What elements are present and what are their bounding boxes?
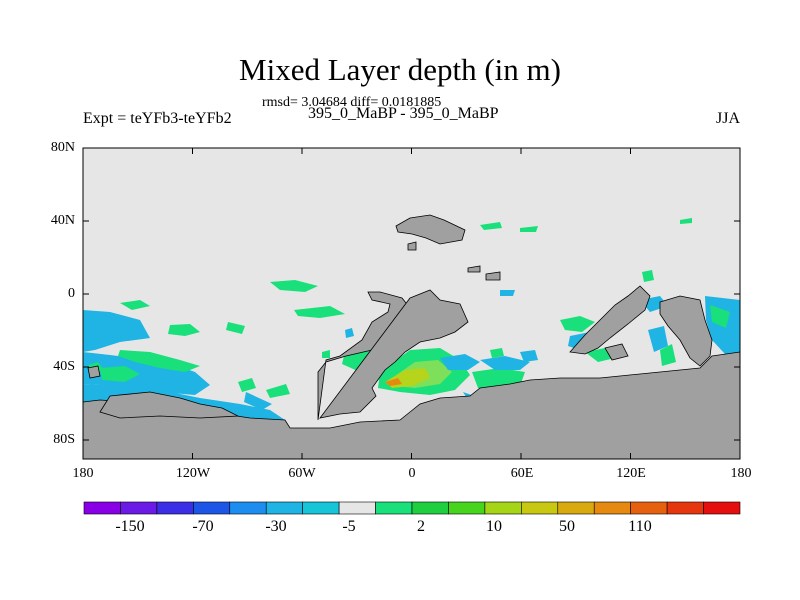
colorbar-swatch [593, 501, 631, 515]
x-tick-label: 180 [730, 466, 752, 481]
colorbar-swatch [156, 501, 194, 515]
colorbar-label: 10 [486, 518, 502, 535]
anomaly-patch [345, 328, 354, 338]
land-mass [569, 285, 651, 355]
anomaly-patch [322, 350, 330, 358]
map-content [83, 214, 740, 459]
anomaly-patch [560, 316, 595, 332]
colorbar-swatch [484, 501, 522, 515]
anomaly-patch [83, 310, 150, 352]
land-mass [467, 265, 481, 273]
colorbar-swatch [229, 501, 267, 515]
y-tick-label: 0 [68, 286, 75, 301]
anomaly-patch [680, 218, 692, 224]
land-mass [99, 391, 240, 419]
colorbar-swatch [630, 501, 668, 515]
colorbar-label: -70 [192, 518, 214, 535]
anomaly-patch [266, 384, 290, 398]
anomaly-patch [83, 352, 210, 395]
x-tick-label: 120E [616, 466, 646, 481]
colorbar-label: 50 [559, 518, 575, 535]
anomaly-patch [648, 326, 668, 352]
colorbar-swatch [557, 501, 595, 515]
anomaly-patch [168, 324, 200, 336]
land-mass [395, 214, 466, 245]
land-mass [485, 271, 501, 281]
colorbar-swatch [265, 501, 303, 515]
colorbar-swatch [120, 501, 158, 515]
x-tick-label: 120W [175, 466, 211, 481]
map-title: Mixed Layer depth (in m) [239, 52, 561, 87]
anomaly-patch [480, 356, 530, 370]
experiment-label: Expt = teYFb3-teYFb2 [83, 110, 232, 127]
land-mass [83, 351, 740, 459]
colorbar-label: -30 [265, 518, 287, 535]
x-tick-label: 60W [288, 466, 316, 481]
colorbar-label: 110 [628, 518, 652, 535]
anomaly-patch [520, 226, 538, 232]
anomaly-patch [120, 300, 150, 310]
land-mass [87, 365, 101, 379]
anomaly-patch [294, 306, 345, 318]
y-tick-label: 40S [53, 359, 75, 374]
x-tick-label: 60E [510, 466, 534, 481]
anomaly-patch [385, 378, 402, 386]
colorbar-swatch [83, 501, 121, 515]
colorbar-label: 2 [417, 518, 425, 535]
anomaly-patch [270, 280, 318, 292]
anomaly-patch [244, 392, 272, 410]
colorbar-swatch [338, 501, 376, 515]
anomaly-patch [100, 366, 140, 382]
colorbar-swatch [521, 501, 559, 515]
anomaly-patch [490, 348, 504, 358]
stats-line: rmsd= 3.04684 diff= 0.0181885 [262, 95, 442, 110]
anomaly-patch [500, 290, 515, 296]
anomaly-patch [642, 270, 654, 282]
colorbar-swatch [448, 501, 486, 515]
y-tick-label: 80S [53, 432, 75, 447]
colorbar-swatch [411, 501, 449, 515]
y-tick-label: 80N [50, 140, 75, 155]
land-mass [604, 343, 629, 361]
colorbar-swatch [193, 501, 231, 515]
colorbar-label: -5 [342, 518, 356, 535]
anomaly-patch [660, 344, 676, 366]
anomaly-patch [440, 354, 480, 370]
anomaly-patch [520, 350, 538, 362]
land-mass [319, 289, 469, 419]
land-mass [317, 291, 411, 421]
anomaly-patch [238, 378, 256, 392]
anomaly-patch [226, 322, 245, 334]
season-label: JJA [716, 110, 741, 127]
x-tick-label: 180 [72, 466, 94, 481]
land-mass [659, 295, 713, 367]
colorbar-swatch [302, 501, 340, 515]
colorbar-swatch [666, 501, 704, 515]
map-subtitle: 395_0_MaBP - 395_0_MaBP [308, 105, 499, 122]
colorbar-swatch [703, 501, 741, 515]
anomaly-patch [118, 350, 200, 372]
x-tick-label: 0 [408, 466, 416, 481]
y-tick-label: 40N [50, 213, 75, 228]
colorbar-label: -150 [115, 518, 145, 535]
anomaly-patch [480, 222, 502, 230]
anomaly-patch [710, 305, 730, 328]
colorbar-swatch [375, 501, 413, 515]
land-mass [407, 241, 417, 251]
